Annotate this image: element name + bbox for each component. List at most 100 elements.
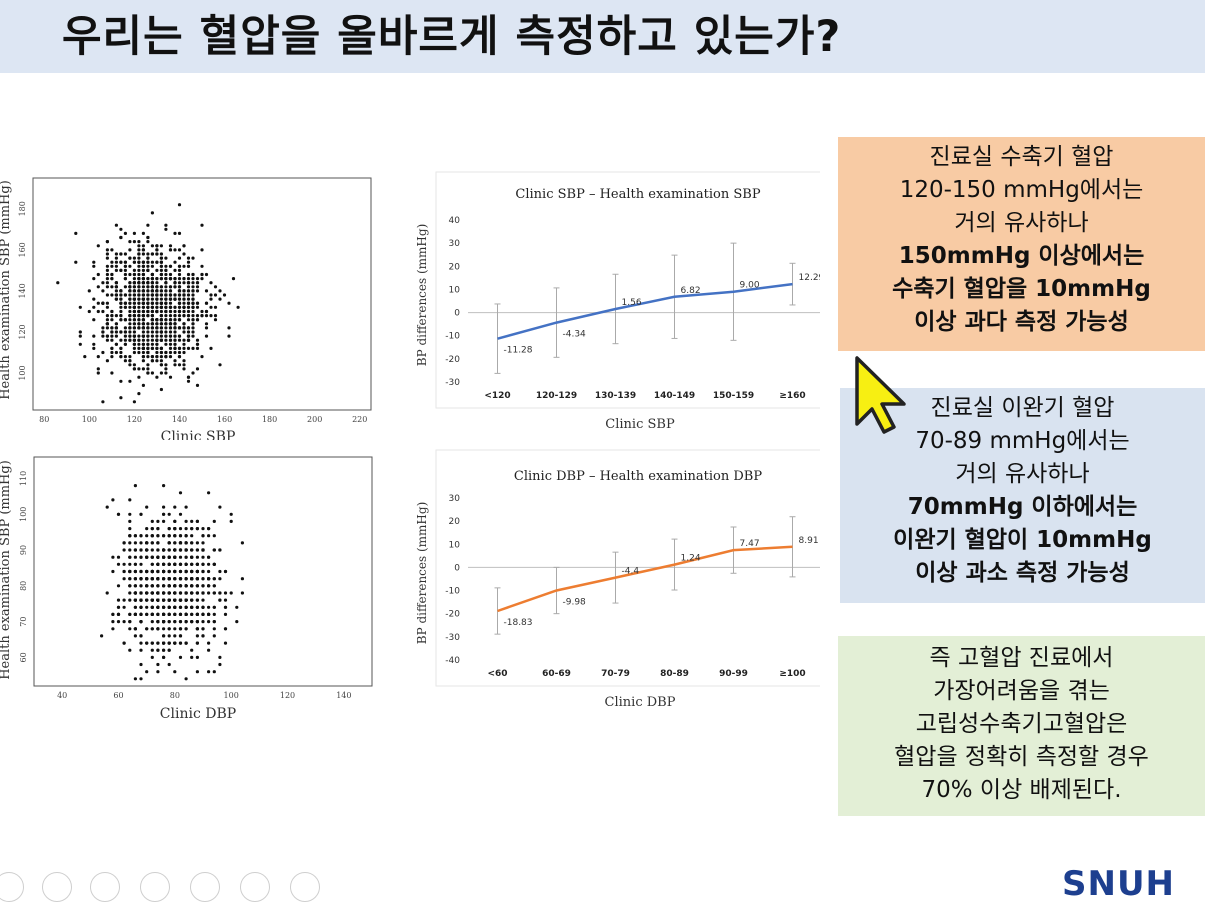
scatter-point [83,355,87,359]
scatter-point [105,264,109,268]
dbp-scatter-chart: 40 60 80 100 120 140 60 70 80 90 100 110 Clinic DBP… [0,456,373,722]
scatter-point [114,293,118,297]
scatter-point [162,577,166,581]
scatter-point [132,342,136,346]
sbp-diff-ylabel: BP differences (mmHg) [415,224,429,366]
scatter-point [177,203,182,207]
scatter-point [173,548,177,552]
scatter-point [182,359,186,363]
scatter-point [155,293,159,297]
scatter-point [191,297,195,301]
scatter-point [195,277,200,281]
scatter-point [173,281,177,285]
scatter-point [173,314,177,318]
scatter-point [164,305,168,309]
scatter-point [139,555,143,559]
scatter-point [116,562,121,566]
scatter-point [119,396,123,400]
zoom-icon[interactable] [190,872,220,902]
scatter-point [155,322,159,326]
scatter-point [155,248,159,252]
scatter-point [110,264,114,268]
scatter-point [207,577,211,581]
scatter-point [119,330,123,334]
play-icon[interactable] [42,872,72,902]
scatter-point [195,641,199,645]
scatter-point [164,272,168,277]
scatter-point [173,346,177,350]
screen-icon[interactable] [240,872,270,902]
scatter-point [177,309,182,314]
scatter-point [137,326,141,330]
box2-line5: 이완기 혈압이 10mmHg [893,527,1152,553]
scatter-point [105,326,109,330]
scatter-point [178,612,183,616]
scatter-point [182,314,186,318]
scatter-point [177,363,182,367]
scatter-point [173,248,177,252]
scatter-point [137,272,141,277]
y-tick-label: 160 [18,242,27,257]
scatter-point [119,379,123,383]
scatter-point [159,264,163,268]
scatter-point [150,655,154,659]
scatter-point [146,346,150,350]
scatter-point [150,346,154,350]
scatter-point [128,326,132,330]
y-tick-label: 90 [19,545,28,555]
scatter-point [173,555,177,559]
scatter-point [164,227,168,231]
scatter-point [164,297,168,301]
scatter-point [119,346,123,350]
scatter-point [182,277,186,281]
scatter-point [146,293,150,297]
scatter-point [186,330,191,334]
scatter-point [159,330,163,334]
scatter-point [87,309,91,314]
scatter-point [167,577,171,581]
y-tick-label: -10 [445,332,460,342]
scatter-point [201,555,205,559]
scatter-point [186,301,191,305]
prev-icon[interactable] [0,872,24,902]
scatter-point [159,244,163,248]
scatter-point [155,297,159,301]
slides-icon[interactable] [140,872,170,902]
scatter-point [132,400,136,404]
scatter-point [137,297,141,301]
scatter-point [167,512,171,516]
scatter-point [145,527,149,531]
more-icon[interactable] [290,872,320,902]
scatter-point [156,670,160,674]
scatter-point [184,534,188,538]
scatter-point [186,289,191,293]
scatter-point [133,584,137,588]
x-tick-label: 180 [262,415,277,424]
scatter-point [190,598,194,602]
scatter-point [122,620,126,624]
scatter-point [190,584,194,588]
scatter-point [156,627,160,631]
x-tick-label: 90-99 [719,669,748,679]
scatter-point [218,505,222,509]
scatter-point [207,648,211,652]
scatter-point [177,334,182,338]
box2-line3: 거의 유사하나 [955,461,1090,487]
scatter-point [209,305,213,309]
scatter-point [141,260,145,264]
scatter-point [195,367,200,371]
scatter-point [133,548,137,552]
scatter-point [139,612,143,616]
scatter-point [178,562,183,566]
scatter-point [116,584,121,588]
scatter-point [186,326,191,330]
scatter-point [156,620,160,624]
scatter-point [164,301,168,305]
scatter-point [182,342,186,346]
pen-icon[interactable] [90,872,120,902]
scatter-point [164,264,168,268]
y-tick-label: 110 [19,471,28,486]
scatter-point [150,555,154,559]
scatter-point [200,355,204,359]
scatter-point [167,634,171,638]
